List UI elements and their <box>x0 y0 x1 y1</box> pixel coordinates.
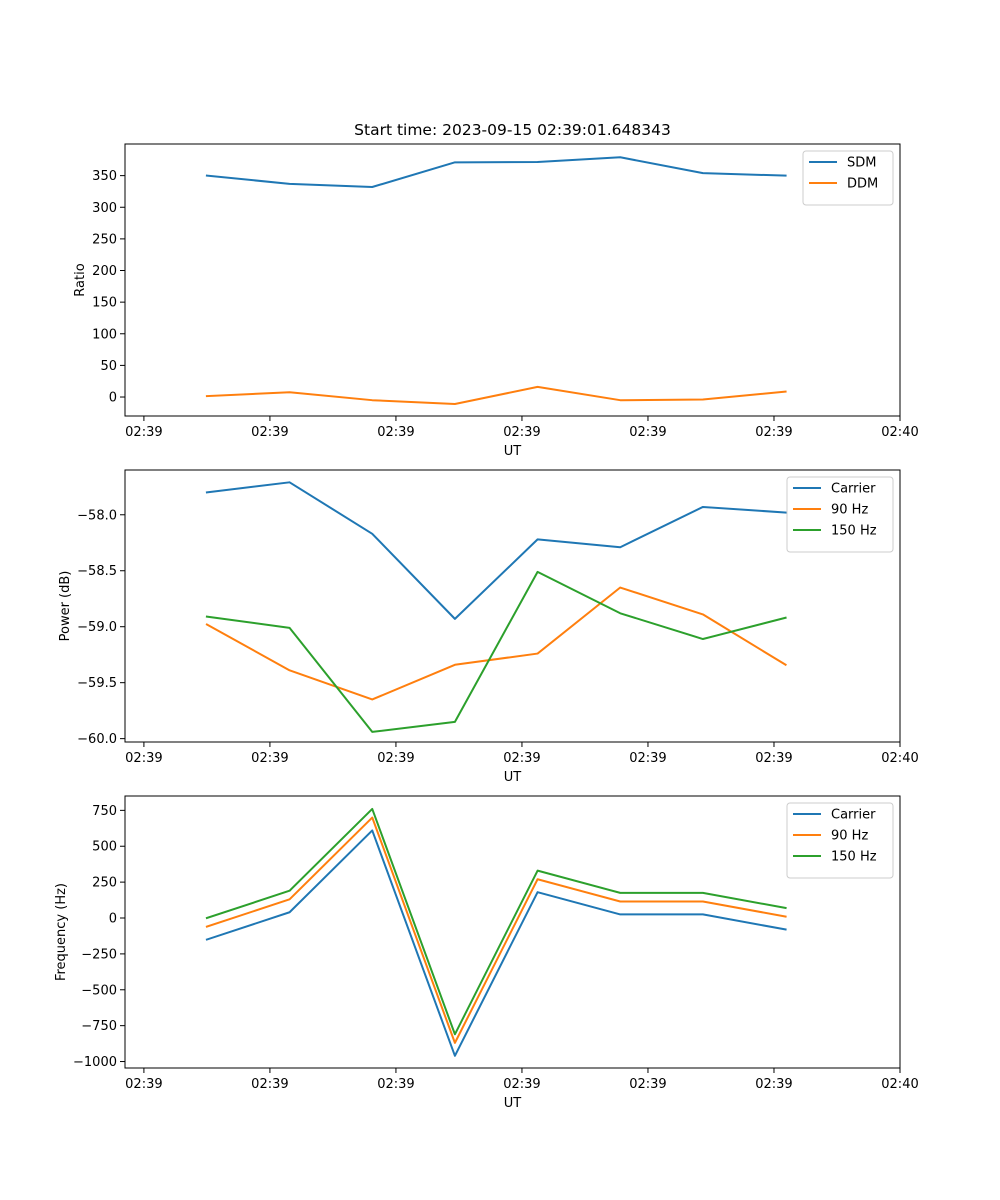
y-tick-label: −250 <box>81 947 117 962</box>
chart-panel-1: Start time: 2023-09-15 02:39:01.64834302… <box>73 121 919 459</box>
x-tick-label: 02:40 <box>881 1077 918 1092</box>
series-line-carrier <box>205 481 787 620</box>
axes-frame <box>124 795 901 1069</box>
y-tick-label: −59.5 <box>77 676 117 691</box>
x-tick-label: 02:39 <box>251 751 288 766</box>
legend-label: DDM <box>847 177 878 192</box>
chart-title: Start time: 2023-09-15 02:39:01.648343 <box>354 121 671 139</box>
x-tick-label: 02:39 <box>503 425 540 440</box>
y-tick-label: −58.5 <box>77 564 117 579</box>
x-axis-label: UT <box>504 770 522 785</box>
y-tick-label: −58.0 <box>77 508 117 523</box>
y-tick-label: 200 <box>92 264 117 279</box>
y-tick-label: 350 <box>92 169 117 184</box>
legend-label: Carrier <box>831 482 876 497</box>
x-tick-label: 02:39 <box>125 1077 162 1092</box>
y-tick-label: 750 <box>92 804 117 819</box>
y-tick-label: 150 <box>92 296 117 311</box>
legend-box <box>802 150 894 206</box>
y-tick-label: −1000 <box>73 1055 117 1070</box>
x-tick-label: 02:39 <box>125 425 162 440</box>
x-tick-label: 02:39 <box>755 425 792 440</box>
x-tick-label: 02:39 <box>251 1077 288 1092</box>
y-tick-label: 50 <box>100 359 117 374</box>
legend-box <box>786 476 894 553</box>
x-tick-label: 02:39 <box>125 751 162 766</box>
series-line-150-hz <box>205 570 787 733</box>
x-tick-label: 02:39 <box>377 425 414 440</box>
chart-panel-2: 02:39 02:39 02:39 02:39 02:39 02:39 02:40 −60.0… <box>58 469 919 785</box>
y-tick-label: 500 <box>92 840 117 855</box>
legend-label: Carrier <box>831 808 876 823</box>
x-tick-label: 02:39 <box>629 1077 666 1092</box>
legend-box <box>786 802 894 879</box>
series-line-sdm <box>205 156 787 189</box>
y-axis-label: Ratio <box>73 263 88 296</box>
legend-label: SDM <box>847 156 876 171</box>
legend-label: 150 Hz <box>831 850 877 865</box>
y-axis-label: Frequency (Hz) <box>54 883 69 981</box>
series-line-90-hz <box>205 816 787 1044</box>
x-tick-label: 02:39 <box>629 751 666 766</box>
legend: Carrier 90 Hz 150 Hz <box>786 476 894 553</box>
x-tick-label: 02:39 <box>755 751 792 766</box>
y-axis-label: Power (dB) <box>58 571 73 642</box>
y-tick-label: 250 <box>92 232 117 247</box>
x-tick-label: 02:39 <box>251 425 288 440</box>
x-tick-label: 02:39 <box>377 751 414 766</box>
chart-panel-3: 02:39 02:39 02:39 02:39 02:39 02:39 02:40 −1000… <box>54 795 919 1111</box>
x-tick-label: 02:39 <box>377 1077 414 1092</box>
y-tick-label: −500 <box>81 983 117 998</box>
y-tick-label: 250 <box>92 876 117 891</box>
x-axis-label: UT <box>504 1096 522 1111</box>
y-tick-label: −59.0 <box>77 620 117 635</box>
y-tick-label: 300 <box>92 201 117 216</box>
series-line-90-hz <box>205 586 787 701</box>
x-tick-label: 02:39 <box>755 1077 792 1092</box>
x-tick-label: 02:39 <box>503 1077 540 1092</box>
legend: SDM DDM <box>802 150 894 206</box>
y-tick-label: 0 <box>109 391 117 406</box>
x-axis-label: UT <box>504 444 522 459</box>
y-tick-label: 0 <box>109 912 117 927</box>
legend: Carrier 90 Hz 150 Hz <box>786 802 894 879</box>
axes-frame <box>124 469 901 743</box>
y-tick-label: −60.0 <box>77 732 117 747</box>
x-tick-label: 02:40 <box>881 751 918 766</box>
series-line-carrier <box>205 829 787 1057</box>
series-line-ddm <box>205 385 787 405</box>
y-tick-label: 100 <box>92 327 117 342</box>
legend-label: 90 Hz <box>831 503 868 518</box>
series-line-150-hz <box>205 807 787 1036</box>
x-tick-label: 02:39 <box>629 425 666 440</box>
x-tick-label: 02:40 <box>881 425 918 440</box>
axes-frame <box>124 143 901 417</box>
legend-label: 150 Hz <box>831 524 877 539</box>
legend-label: 90 Hz <box>831 829 868 844</box>
x-tick-label: 02:39 <box>503 751 540 766</box>
y-tick-label: −750 <box>81 1019 117 1034</box>
